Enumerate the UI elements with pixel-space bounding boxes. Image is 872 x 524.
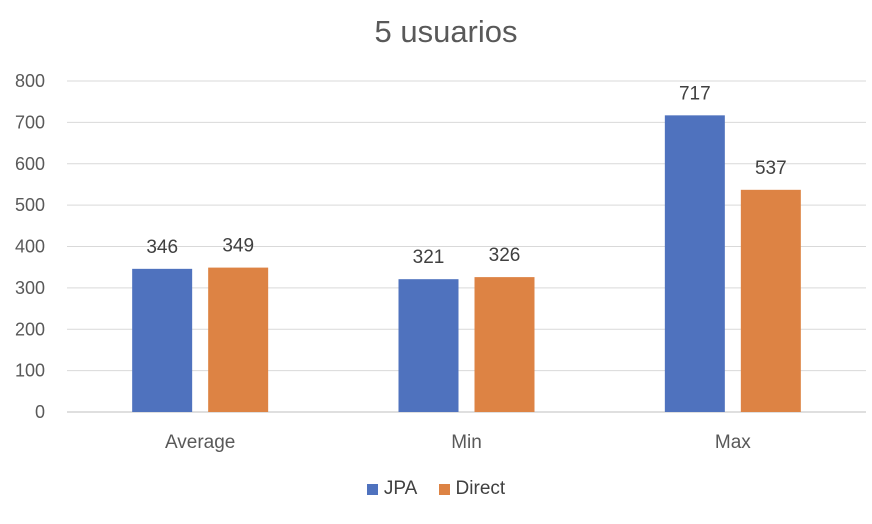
data-label: 346 [146,237,178,258]
data-label: 321 [413,247,445,268]
legend-swatch-direct [438,483,450,495]
y-tick-label: 300 [15,278,45,298]
y-tick-label: 0 [35,402,45,422]
legend-label-jpa: JPA [383,478,418,499]
y-axis: 0 100 200 300 400 500 600 700 800 [15,71,45,422]
y-tick-label: 200 [15,319,45,339]
bar-direct [740,189,801,412]
legend-item-jpa: JPA [366,478,418,500]
y-tick-label: 600 [15,154,45,174]
y-tick-label: 800 [15,71,45,91]
x-tick-label: Max [715,432,751,453]
legend-item-direct: Direct [438,478,506,500]
x-tick-label: Average [165,432,235,453]
legend: JPA Direct [0,478,872,501]
bar-jpa [132,268,193,412]
data-label: 717 [679,83,711,104]
x-tick-label: Min [451,432,482,453]
legend-label-direct: Direct [455,478,506,499]
bars [132,115,801,412]
data-label: 349 [222,236,254,257]
data-labels: 346 349 321 326 717 537 [146,83,786,268]
legend-swatch-jpa [366,483,378,495]
y-tick-label: 100 [15,361,45,381]
y-tick-label: 700 [15,112,45,132]
bar-jpa [664,115,725,412]
y-tick-label: 400 [15,237,45,257]
gridlines [67,80,866,413]
y-tick-label: 500 [15,195,45,215]
bar-jpa [398,279,459,412]
data-label: 326 [489,245,521,266]
chart-title: 5 usuarios [374,14,517,49]
x-axis: Average Min Max [165,432,751,453]
bar-direct [474,277,535,412]
bar-direct [208,267,269,412]
data-label: 537 [755,158,787,179]
